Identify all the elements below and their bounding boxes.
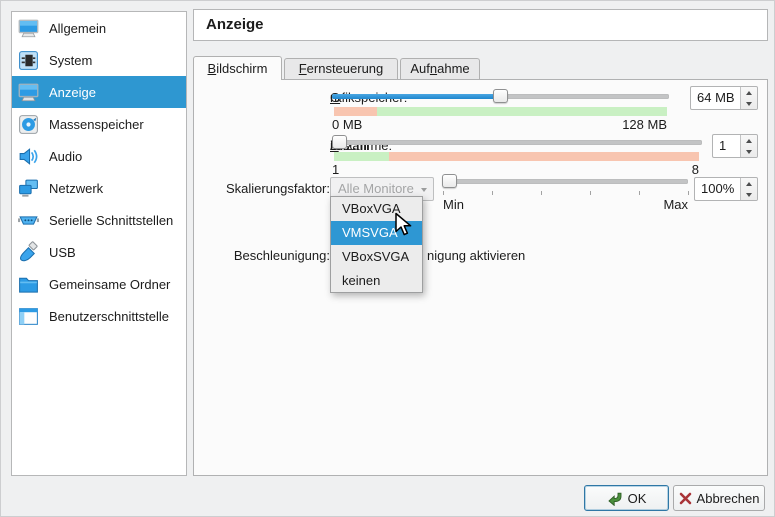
scale-factor-spinbox[interactable]: 100% xyxy=(694,177,758,201)
cancel-x-icon xyxy=(679,492,691,504)
dropdown-option-vmsvga[interactable]: VMSVGA xyxy=(331,221,422,245)
monitor-count-spinbox-value[interactable]: 1 xyxy=(719,138,727,153)
sidebar-item-label: Allgemein xyxy=(49,20,107,36)
monitor-count-spinbox[interactable]: 1 xyxy=(712,134,758,158)
dropdown-option-vboxvga[interactable]: VBoxVGA xyxy=(342,201,401,216)
monitor-count-minmax-row: 1 8 xyxy=(332,162,699,177)
monitor-count-max-label: 8 xyxy=(691,162,699,177)
chip-icon xyxy=(19,50,38,70)
scale-factor-ticks xyxy=(443,191,689,195)
tab-bildschirm[interactable]: Bildschirm xyxy=(193,56,282,80)
cancel-button[interactable]: Abbrechen xyxy=(673,485,765,511)
harddisk-icon xyxy=(19,114,38,134)
vram-slider-range-band xyxy=(334,107,667,116)
graphics-controller-dropdown: VBoxVGA VMSVGA VBoxSVGA keinen xyxy=(330,196,423,293)
scale-factor-spinbox-value[interactable]: 100% xyxy=(701,181,735,196)
sidebar-item-label: Audio xyxy=(49,148,83,164)
scale-factor-slider-handle[interactable] xyxy=(442,174,457,188)
scale-factor-max-label: Max xyxy=(663,197,688,212)
graphics-controller-label: Grafik-Controller: xyxy=(194,220,390,250)
chevron-down-icon xyxy=(746,149,752,154)
chevron-up-icon xyxy=(746,138,752,143)
sidebar-item-label: Netzwerk xyxy=(49,180,104,196)
sidebar-item-usb[interactable]: USB xyxy=(12,236,186,268)
ok-arrow-icon xyxy=(607,492,622,506)
sidebar-item-allgemein[interactable]: Allgemein xyxy=(12,12,186,44)
page-title-panel: Anzeige xyxy=(193,9,768,41)
monitor-count-min-label: 1 xyxy=(332,162,340,177)
tab-fernsteuerung[interactable]: Fernsteuerung xyxy=(284,58,398,79)
monitor-count-range-band xyxy=(334,152,699,161)
scale-factor-label: Skalierungsfaktor: xyxy=(225,181,330,196)
chevron-up-icon xyxy=(746,90,752,95)
page-title: Anzeige xyxy=(206,16,264,33)
chevron-down-icon xyxy=(746,101,752,106)
monitor-count-spin-down-button[interactable] xyxy=(741,146,757,157)
sidebar-item-label: USB xyxy=(49,244,76,260)
sidebar-item-serielle-schnittstellen[interactable]: Serielle Schnittstellen xyxy=(12,204,186,236)
ok-button[interactable]: OK xyxy=(584,485,669,511)
window-icon xyxy=(19,307,38,325)
mouse-cursor-icon xyxy=(395,212,412,236)
vram-minmax-row: 0 MB 128 MB xyxy=(332,117,667,132)
sidebar-item-label: Benutzerschnittstelle xyxy=(49,308,169,324)
vram-max-label: 128 MB xyxy=(622,117,667,132)
monitor-count-slider-groove[interactable] xyxy=(332,140,702,145)
display-icon xyxy=(18,83,39,101)
monitor-count-slider-handle[interactable] xyxy=(332,135,347,149)
scale-factor-minmax-row: Min Max xyxy=(443,197,688,212)
dropdown-option-keinen[interactable]: keinen xyxy=(342,273,381,288)
bildschirm-tab-page: Grafikspeicher: 0 MB 128 MB 64 MB Anzahl… xyxy=(193,79,768,476)
acceleration-checkbox-label[interactable]: nigung aktivieren xyxy=(427,248,526,263)
vram-spinbox[interactable]: 64 MB xyxy=(690,86,758,110)
vram-min-label: 0 MB xyxy=(332,117,363,132)
monitor-count-spin-up-button[interactable] xyxy=(741,135,757,146)
scale-factor-slider[interactable] xyxy=(442,173,688,189)
vram-slider-handle[interactable] xyxy=(492,89,508,103)
dropdown-option-vboxsvga[interactable]: VBoxSVGA xyxy=(342,249,410,264)
sidebar-item-gemeinsame-ordner[interactable]: Gemeinsame Ordner xyxy=(12,268,186,300)
monitor-count-label: Anzahl Bildschirme: xyxy=(330,138,393,153)
acceleration-label: Beschleunigung: xyxy=(233,248,330,263)
vram-slider[interactable] xyxy=(332,88,669,104)
scale-factor-slider-groove[interactable] xyxy=(442,179,688,184)
sidebar-item-system[interactable]: System xyxy=(12,44,186,76)
tab-aufnahme[interactable]: Aufnahme xyxy=(400,58,480,79)
vram-spin-up-button[interactable] xyxy=(741,87,757,98)
sidebar-item-label: Massenspeicher xyxy=(49,116,144,132)
sidebar-item-benutzerschnittstelle[interactable]: Benutzerschnittstelle xyxy=(12,300,186,332)
settings-category-list: Allgemein System Anzeige Massenspeicher … xyxy=(11,11,187,476)
chevron-down-icon xyxy=(421,188,427,192)
scale-factor-min-label: Min xyxy=(443,197,464,212)
vram-slider-fill xyxy=(332,94,501,99)
sidebar-item-label: System xyxy=(49,52,93,68)
usb-icon xyxy=(19,240,38,261)
network-icon xyxy=(19,179,38,197)
chevron-down-icon xyxy=(746,192,752,197)
cancel-button-label: Abbrechen xyxy=(696,490,760,506)
sidebar-item-label: Anzeige xyxy=(49,84,96,100)
sidebar-item-netzwerk[interactable]: Netzwerk xyxy=(12,172,186,204)
vram-spinbox-value[interactable]: 64 MB xyxy=(697,90,735,105)
scale-factor-spin-down-button[interactable] xyxy=(741,189,757,200)
speaker-icon xyxy=(19,147,38,165)
folder-icon xyxy=(19,277,38,293)
ok-button-label: OK xyxy=(627,490,647,506)
monitor-count-slider[interactable] xyxy=(332,134,702,150)
sidebar-item-audio[interactable]: Audio xyxy=(12,140,186,172)
scale-monitor-select-value: Alle Monitore xyxy=(338,181,414,196)
sidebar-item-label: Gemeinsame Ordner xyxy=(49,276,171,292)
sidebar-item-anzeige[interactable]: Anzeige xyxy=(12,76,186,108)
vram-label: Grafikspeicher: xyxy=(194,90,407,106)
display-icon xyxy=(18,19,39,37)
chevron-up-icon xyxy=(746,181,752,186)
vram-spin-down-button[interactable] xyxy=(741,98,757,109)
sidebar-item-massenspeicher[interactable]: Massenspeicher xyxy=(12,108,186,140)
scale-factor-spin-up-button[interactable] xyxy=(741,178,757,189)
sidebar-item-label: Serielle Schnittstellen xyxy=(49,212,174,228)
serial-port-icon xyxy=(18,215,39,225)
